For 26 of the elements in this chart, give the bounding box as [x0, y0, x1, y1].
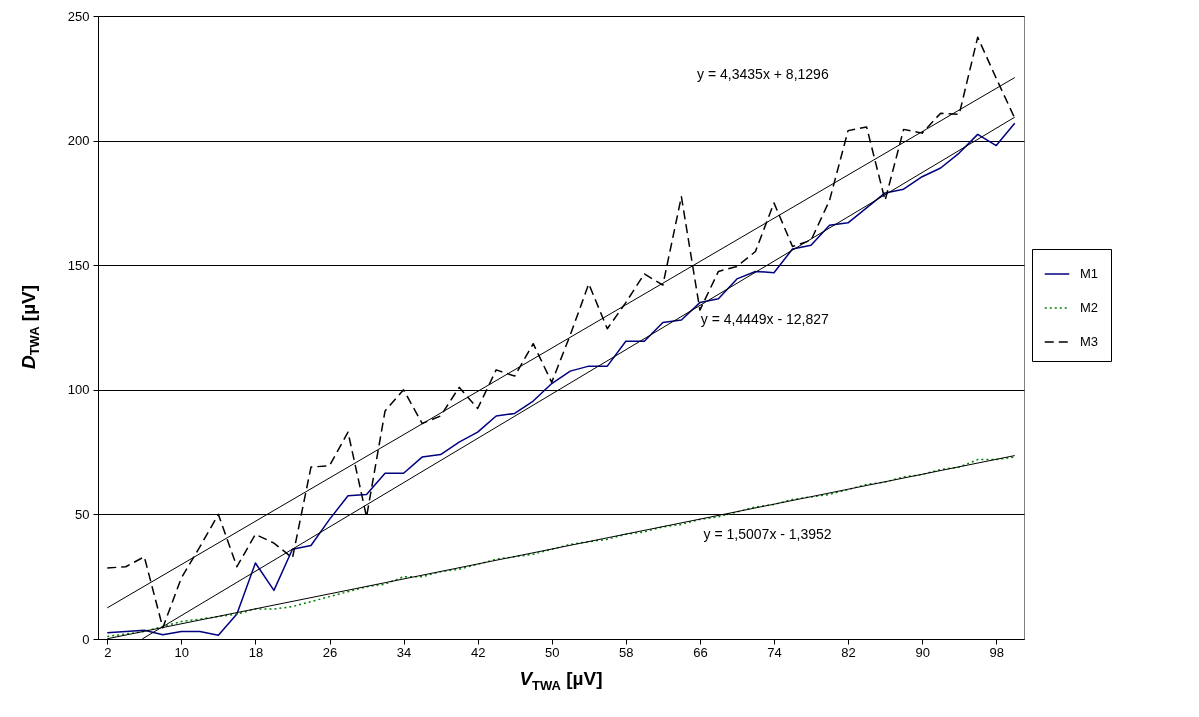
y-tick-label: 100 — [67, 382, 90, 398]
x-tick-label: 2 — [104, 644, 112, 660]
x-tick-label: 42 — [470, 644, 486, 660]
y-tick-label: 0 — [82, 631, 90, 647]
legend-label: M3 — [1080, 334, 1099, 349]
y-tick-label: 150 — [67, 257, 90, 273]
legend-label: M1 — [1080, 266, 1099, 281]
x-tick-label: 74 — [767, 644, 782, 660]
y-tick-label: 200 — [67, 133, 90, 149]
x-tick-label: 90 — [915, 644, 930, 660]
annotation: y = 4,3435x + 8,1296 — [697, 65, 829, 82]
x-tick-label: 98 — [989, 644, 1004, 660]
x-tick-label: 58 — [619, 644, 634, 660]
annotation: y = 1,5007x - 1,3952 — [703, 525, 832, 542]
x-tick-label: 66 — [693, 644, 708, 660]
y-tick-label: 50 — [75, 506, 90, 522]
x-tick-label: 18 — [248, 644, 264, 660]
annotation: y = 4,4449x - 12,827 — [700, 311, 830, 328]
x-tick-label: 82 — [841, 644, 856, 660]
x-tick-label: 10 — [174, 644, 190, 660]
y-tick-label: 250 — [67, 8, 90, 24]
legend-label: M2 — [1080, 300, 1099, 315]
x-axis-title: V$_{TWA}$ [µV] — [519, 668, 603, 693]
x-tick-label: 26 — [322, 644, 338, 660]
x-tick-label: 34 — [396, 644, 412, 660]
x-tick-label: 50 — [545, 644, 560, 660]
